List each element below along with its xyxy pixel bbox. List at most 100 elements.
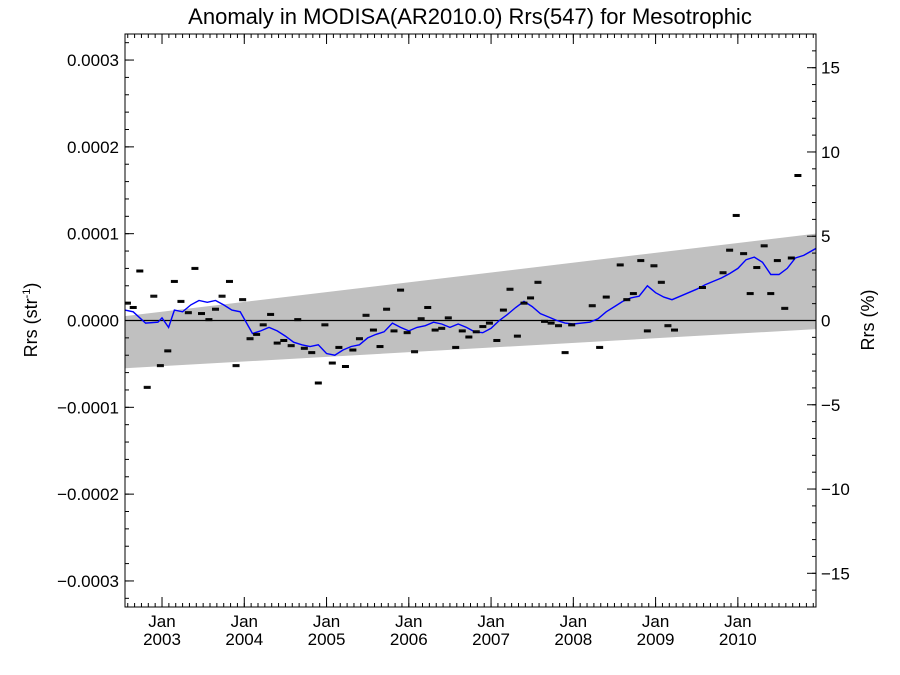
data-point xyxy=(341,365,349,369)
data-point xyxy=(506,287,514,291)
left-y-axis: −0.0003 −0.0002 −0.0001 0.0000 0.0001 0.0002 0… xyxy=(57,42,134,599)
right-y-axis: −15 −10 −5 0 5 10 15 xyxy=(807,33,850,608)
data-point xyxy=(561,351,569,355)
data-point xyxy=(184,311,192,315)
x-tick-year-label: 2010 xyxy=(719,630,757,649)
x-tick-month-label: Jan xyxy=(724,612,751,631)
data-point xyxy=(177,299,185,303)
x-tick-year-label: 2003 xyxy=(143,630,181,649)
data-point xyxy=(719,271,727,275)
data-point xyxy=(211,307,219,311)
data-point xyxy=(726,248,734,252)
data-point xyxy=(431,328,439,332)
data-point xyxy=(205,318,213,322)
data-point xyxy=(444,316,452,320)
data-point xyxy=(732,213,740,217)
data-point xyxy=(499,308,507,312)
x-tick-month-label: Jan xyxy=(642,612,669,631)
data-point xyxy=(267,312,275,316)
data-point xyxy=(452,345,460,349)
data-point xyxy=(308,351,316,355)
right-y-tick-label: −15 xyxy=(821,564,850,583)
data-point xyxy=(218,294,226,298)
left-y-tick-label: 0.0003 xyxy=(67,51,119,70)
data-point xyxy=(403,331,411,335)
data-point xyxy=(328,361,336,365)
data-point xyxy=(225,279,233,283)
data-point xyxy=(376,345,384,349)
data-point xyxy=(760,244,768,248)
data-point xyxy=(493,338,501,342)
data-point xyxy=(156,364,164,368)
data-point xyxy=(335,345,343,349)
data-point xyxy=(294,318,302,322)
x-tick-month-label: Jan xyxy=(477,612,504,631)
data-point xyxy=(424,305,432,309)
data-point xyxy=(767,292,775,296)
data-point xyxy=(568,323,576,327)
right-y-tick-label: −10 xyxy=(821,480,850,499)
data-point xyxy=(643,329,651,333)
plot-area xyxy=(124,33,817,608)
x-tick-year-label: 2004 xyxy=(225,630,263,649)
x-tick-year-label: 2006 xyxy=(390,630,428,649)
x-tick-month-label: Jan xyxy=(148,612,175,631)
uncertainty-band xyxy=(125,233,816,369)
data-point xyxy=(129,305,137,309)
data-point xyxy=(746,292,754,296)
data-point xyxy=(417,317,425,321)
data-point xyxy=(588,304,596,308)
data-point xyxy=(246,337,254,341)
x-tick-year-label: 2007 xyxy=(472,630,510,649)
x-tick-month-label: Jan xyxy=(313,612,340,631)
data-point xyxy=(164,349,172,353)
left-y-tick-label: 0.0002 xyxy=(67,138,119,157)
data-point xyxy=(300,346,308,350)
right-y-tick-label: −5 xyxy=(821,396,840,415)
data-point xyxy=(534,280,542,284)
data-point xyxy=(136,269,144,273)
right-y-axis-label: Rrs (%) xyxy=(858,290,878,351)
data-point xyxy=(198,312,206,316)
data-point xyxy=(191,266,199,270)
data-point xyxy=(520,301,528,305)
data-point xyxy=(259,323,267,327)
data-point xyxy=(397,288,405,292)
data-point xyxy=(321,323,329,327)
left-y-tick-label: −0.0002 xyxy=(57,485,119,504)
data-point xyxy=(541,319,549,323)
data-point xyxy=(273,341,281,345)
data-point xyxy=(287,344,295,348)
x-tick-month-label: Jan xyxy=(231,612,258,631)
data-point xyxy=(787,256,795,260)
left-y-tick-label: −0.0003 xyxy=(57,572,119,591)
x-tick-month-label: Jan xyxy=(560,612,587,631)
data-point xyxy=(314,381,322,385)
data-point xyxy=(479,325,487,329)
data-point xyxy=(547,321,555,325)
data-point xyxy=(411,350,419,354)
data-point xyxy=(485,321,493,325)
right-y-tick-label: 5 xyxy=(821,227,830,246)
data-point xyxy=(753,266,761,270)
x-axis: Jan2003Jan2004Jan2005Jan2006Jan2007Jan20… xyxy=(127,34,814,649)
left-y-axis-label: Rrs (str-1) xyxy=(21,283,41,358)
left-y-tick-label: 0.0001 xyxy=(67,225,119,244)
data-point xyxy=(438,326,446,330)
data-point xyxy=(664,324,672,328)
data-point xyxy=(355,337,363,341)
data-point xyxy=(602,295,610,299)
x-tick-year-label: 2009 xyxy=(637,630,675,649)
data-point xyxy=(472,330,480,334)
data-point xyxy=(781,306,789,310)
data-point xyxy=(555,324,563,328)
data-point xyxy=(280,338,288,342)
data-point xyxy=(170,279,178,283)
data-point xyxy=(623,298,631,302)
data-point xyxy=(773,259,781,263)
data-point xyxy=(650,264,658,268)
data-point xyxy=(513,334,521,338)
chart-title: Anomaly in MODISA(AR2010.0) Rrs(547) for… xyxy=(188,4,752,29)
data-point xyxy=(596,345,604,349)
